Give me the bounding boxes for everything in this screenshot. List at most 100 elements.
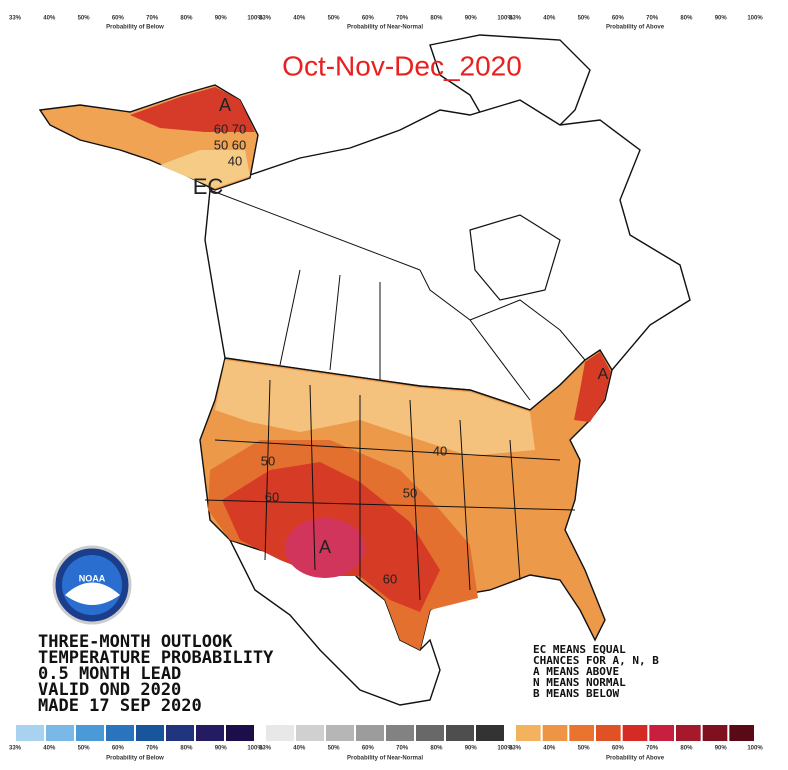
map-label: 50 60 [214,137,247,152]
scale-tick: 90% [465,746,478,752]
northeast [574,352,611,422]
color-swatch [569,725,594,741]
scale-tick: 60% [112,16,125,22]
color-swatch [622,725,648,741]
map-label: A [598,366,609,383]
hudson-bay [469,214,561,301]
scale-tick: 50% [78,746,91,752]
color-swatch [356,725,384,741]
color-swatch [226,725,254,741]
color-swatch [16,725,44,741]
scale-tick: 60% [362,16,375,22]
scale-tick: 100% [497,16,513,22]
scale-label: Probability of Near-Normal [347,25,423,31]
color-swatch [649,725,674,741]
scale-tick: 33% [9,16,22,22]
map-label: 50 [261,453,275,468]
map-label: A [219,95,231,115]
map-title: Oct-Nov-Dec_2020 [282,50,522,81]
scale-tick: 50% [578,746,591,752]
map-label: 60 [383,571,397,586]
scale-label: Probability of Above [606,25,665,31]
scale-tick: 33% [259,746,272,752]
scale-tick: 100% [247,16,263,22]
color-swatch [326,725,354,741]
alaska-high [130,87,255,132]
scale-tick: 90% [465,16,478,22]
scale-tick: 60% [612,746,625,752]
key-line: A MEANS ABOVE [533,665,619,678]
scale-tick: 80% [430,16,443,22]
scale-tick: 50% [328,746,341,752]
map-label: EC [193,174,224,199]
scale-tick: 90% [215,16,228,22]
scale-tick: 60% [362,746,375,752]
scale-tick: 90% [715,746,728,752]
color-swatch [476,725,504,741]
logo-bird [65,582,120,605]
scale-tick: 40% [43,746,56,752]
info-line: 0.5 MONTH LEAD [38,664,181,684]
scale-tick: 80% [430,746,443,752]
color-swatch [729,725,754,741]
color-swatch [446,725,474,741]
scale-tick: 70% [396,16,409,22]
scale-tick: 80% [680,746,693,752]
color-swatch [676,725,701,741]
info-line: TEMPERATURE PROBABILITY [38,648,274,668]
scale-tick: 70% [646,746,659,752]
color-swatch [266,725,294,741]
scale-tick: 33% [509,746,522,752]
key-line: CHANCES FOR A, N, B [533,654,659,667]
state-lines [204,379,576,601]
scale-tick: 100% [497,746,513,752]
color-swatch [516,725,541,741]
key-line: N MEANS NORMAL [533,676,626,689]
canada [204,99,691,411]
scale-tick: 70% [146,16,159,22]
scale-tick: 40% [293,16,306,22]
scale-tick: 90% [215,746,228,752]
color-swatch [166,725,194,741]
scale-tick: 70% [146,746,159,752]
scale-tick: 80% [180,16,193,22]
info-line: THREE-MONTH OUTLOOK [38,632,233,652]
scale-tick: 100% [247,746,263,752]
scale-tick: 90% [715,16,728,22]
info-line: MADE 17 SEP 2020 [38,696,202,716]
scale-tick: 40% [43,16,56,22]
info-line: VALID OND 2020 [38,680,181,700]
scale-tick: 100% [747,746,763,752]
scale-label: Probability of Below [106,25,164,31]
scale-label: Probability of Above [606,756,665,762]
color-swatch [106,725,134,741]
map-label: A [319,537,331,557]
scale-tick: 50% [578,16,591,22]
color-swatch [46,725,74,741]
scale-tick: 80% [180,746,193,752]
color-swatch [136,725,164,741]
scale-tick: 70% [396,746,409,752]
scale-tick: 70% [646,16,659,22]
color-swatch [542,725,568,741]
key-line: B MEANS BELOW [533,687,619,700]
alaska-low [160,150,250,188]
scale-tick: 100% [747,16,763,22]
logo-text: NOAA [79,573,106,583]
scale-tick: 40% [293,746,306,752]
map-label: 40 [228,153,242,168]
scale-tick: 50% [78,16,91,22]
usa-north-band [215,360,535,456]
map-label: 60 [265,489,279,504]
color-swatch [196,725,224,741]
color-swatch [386,725,414,741]
color-swatch [596,725,621,741]
map-label: 60 70 [214,121,247,136]
color-swatch [296,725,324,741]
map-label: 50 [403,485,417,500]
scale-tick: 33% [509,16,522,22]
scale-label: Probability of Near-Normal [347,756,423,762]
color-swatch [702,725,728,741]
